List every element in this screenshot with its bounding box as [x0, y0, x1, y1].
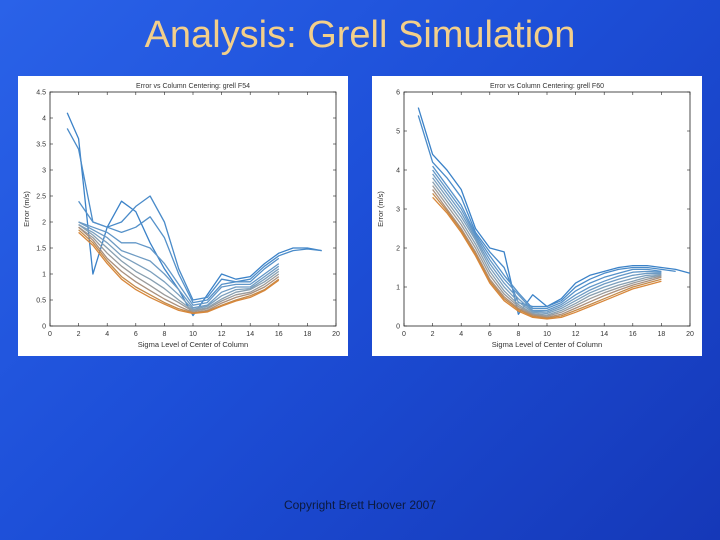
- x-tick-label: 10: [189, 331, 197, 338]
- y-tick-label: 1: [396, 285, 400, 292]
- y-tick-label: 2.5: [36, 194, 46, 201]
- x-tick-label: 14: [600, 331, 608, 338]
- y-tick-label: 4: [42, 116, 46, 123]
- chart-panel-left: Error vs Column Centering: grell F54 0 2 4 6…: [18, 76, 348, 356]
- series-line-6: [432, 177, 662, 315]
- x-axis-label: Sigma Level of Center of Column: [492, 340, 602, 349]
- x-tick-label: 16: [629, 331, 637, 338]
- x-tick-label: 20: [332, 331, 340, 338]
- x-tick-label: 14: [246, 331, 254, 338]
- series-line-11: [78, 231, 280, 315]
- x-tick-label: 2: [431, 331, 435, 338]
- y-tick-label: 0.5: [36, 298, 46, 305]
- x-tick-label: 8: [516, 331, 520, 338]
- y-tick-label: 0: [396, 324, 400, 331]
- series-line-11: [432, 196, 662, 320]
- copyright-footer: Copyright Brett Hoover 2007: [283, 498, 437, 512]
- x-tick-label: 8: [162, 331, 166, 338]
- y-tick-label: 1: [42, 272, 46, 279]
- x-tick-label: 0: [402, 331, 406, 338]
- series-line-9: [432, 189, 662, 319]
- series-line-2: [417, 115, 676, 308]
- slide-title: Analysis: Grell Simulation: [144, 14, 576, 56]
- x-tick-label: 18: [658, 331, 666, 338]
- x-tick-label: 12: [218, 331, 226, 338]
- x-tick-label: 18: [304, 331, 312, 338]
- series-line-5: [432, 173, 662, 313]
- series-line-3: [432, 165, 662, 310]
- y-tick-label: 2: [396, 246, 400, 253]
- x-tick-label: 10: [543, 331, 551, 338]
- y-tick-label: 4: [396, 168, 400, 175]
- series-line-3: [78, 200, 280, 304]
- y-tick-label: 3: [396, 207, 400, 214]
- x-tick-label: 12: [572, 331, 580, 338]
- x-axis-label: Sigma Level of Center of Column: [138, 340, 248, 349]
- y-tick-label: 4.5: [36, 90, 46, 97]
- series-line-1: [417, 107, 691, 315]
- series-line-4: [78, 221, 280, 306]
- series-line-10: [78, 229, 280, 314]
- y-axis-label: Error (m/s): [22, 191, 31, 227]
- x-tick-label: 16: [275, 331, 283, 338]
- chart-right-svg: Error vs Column Centering: grell F60 0 2 4 6…: [376, 83, 694, 349]
- y-tick-label: 5: [396, 129, 400, 136]
- series-line-7: [432, 181, 662, 316]
- series-line-1: [66, 112, 322, 317]
- plot-frame: [49, 91, 337, 327]
- chart-title: Error vs Column Centering: grell F54: [136, 83, 250, 90]
- chart-title: Error vs Column Centering: grell F60: [490, 83, 604, 90]
- y-tick-label: 3: [42, 168, 46, 175]
- series-line-8: [432, 185, 662, 317]
- series-line-5: [78, 221, 280, 309]
- series-line-7: [78, 224, 280, 312]
- series-line-2: [66, 128, 322, 301]
- y-tick-label: 0: [42, 324, 46, 331]
- series-line-10: [432, 192, 662, 319]
- chart-panel-right: Error vs Column Centering: grell F60 0 2 4 6…: [372, 76, 702, 356]
- y-tick-label: 2: [42, 220, 46, 227]
- y-tick-label: 6: [396, 90, 400, 97]
- x-tick-label: 2: [77, 331, 81, 338]
- y-tick-label: 3.5: [36, 142, 46, 149]
- x-tick-label: 20: [686, 331, 694, 338]
- x-tick-label: 4: [459, 331, 463, 338]
- x-tick-label: 6: [134, 331, 138, 338]
- series-line-9: [78, 226, 280, 314]
- series-line-4: [432, 169, 662, 312]
- y-tick-label: 1.5: [36, 246, 46, 253]
- chart-left-svg: Error vs Column Centering: grell F54 0 2 4 6…: [22, 83, 340, 349]
- series-line-8: [78, 226, 280, 313]
- x-tick-label: 4: [105, 331, 109, 338]
- x-tick-label: 0: [48, 331, 52, 338]
- y-axis-label: Error (m/s): [376, 191, 385, 227]
- series-line-6: [78, 224, 280, 311]
- x-tick-label: 6: [488, 331, 492, 338]
